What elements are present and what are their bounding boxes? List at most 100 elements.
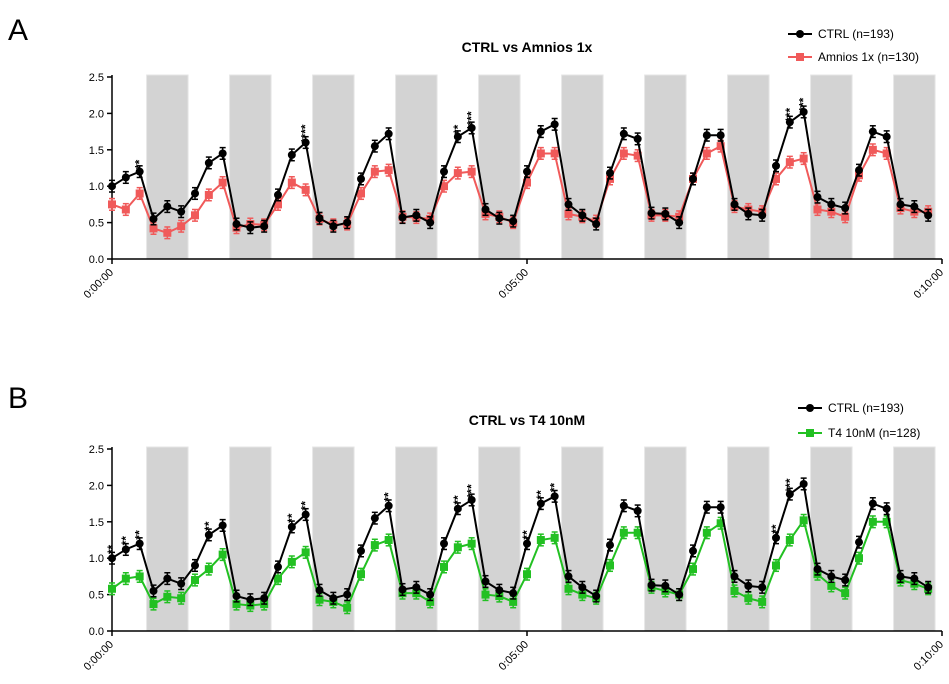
data-point xyxy=(882,132,891,141)
data-point xyxy=(204,565,213,574)
data-point xyxy=(329,222,338,231)
data-point xyxy=(689,565,697,574)
data-point xyxy=(619,501,628,510)
data-point xyxy=(675,218,684,227)
data-point xyxy=(606,561,614,570)
data-point xyxy=(315,595,324,604)
data-point xyxy=(135,167,144,176)
shaded-interval xyxy=(727,74,770,260)
data-point xyxy=(467,167,476,176)
data-point xyxy=(453,169,462,178)
y-tick-label: 0.0 xyxy=(89,626,104,638)
data-point xyxy=(855,166,863,175)
data-point xyxy=(287,522,296,531)
data-point xyxy=(716,503,725,512)
data-point xyxy=(370,514,379,523)
legend-marker-t4 xyxy=(806,429,814,437)
data-point xyxy=(758,583,767,592)
data-point xyxy=(702,528,711,537)
data-point xyxy=(868,127,877,136)
significance-marker: *** xyxy=(783,108,797,122)
data-point xyxy=(509,217,518,226)
data-point xyxy=(163,202,172,211)
data-point xyxy=(218,550,227,559)
significance-marker: ** xyxy=(769,524,783,534)
data-point xyxy=(799,479,808,488)
legend-a: CTRL (n=193) Amnios 1x (n=130) xyxy=(788,27,919,64)
data-point xyxy=(702,503,711,512)
data-point xyxy=(398,585,407,594)
data-point xyxy=(135,189,144,198)
data-point xyxy=(661,581,670,590)
y-tick-label: 2.0 xyxy=(89,108,104,120)
data-point xyxy=(204,190,213,199)
y-tick-label: 1.5 xyxy=(89,145,104,157)
significance-marker: ** xyxy=(119,536,133,546)
legend-marker-ctrl xyxy=(796,30,804,38)
x-tick-label: 0:05:00 xyxy=(497,639,531,673)
data-point xyxy=(274,200,282,209)
panel-b: B CTRL vs T4 10nM 0.0 0.5 1.0 1.5 2.0 2.5 0:00… xyxy=(8,382,946,673)
data-point xyxy=(370,167,379,176)
data-point xyxy=(813,205,822,214)
data-point xyxy=(357,189,365,198)
data-point xyxy=(274,562,282,571)
data-point xyxy=(357,570,365,579)
data-point xyxy=(785,118,794,127)
data-point xyxy=(426,597,435,606)
data-point xyxy=(274,574,282,583)
series-ctrl xyxy=(108,105,933,235)
data-point xyxy=(882,517,891,526)
y-tick-label: 2.5 xyxy=(89,444,104,456)
panel-letter-b: B xyxy=(8,382,28,415)
data-point xyxy=(882,504,891,513)
data-point xyxy=(730,586,739,595)
data-point xyxy=(481,205,490,214)
series-ctrl xyxy=(108,477,933,607)
data-point xyxy=(260,594,269,603)
significance-marker: ** xyxy=(299,501,313,511)
data-point xyxy=(108,200,116,209)
data-point xyxy=(315,214,324,223)
data-point xyxy=(274,190,282,199)
significance-marker: ** xyxy=(105,544,119,554)
data-point xyxy=(509,597,518,606)
legend-label-ctrl: CTRL (n=193) xyxy=(818,27,894,41)
data-point xyxy=(785,158,794,167)
significance-marker: ** xyxy=(382,492,396,502)
shaded-interval xyxy=(810,74,853,260)
shaded-interval xyxy=(644,446,687,632)
x-tick-label: 0:10:00 xyxy=(912,639,946,673)
data-point xyxy=(523,539,531,548)
data-point xyxy=(827,581,836,590)
legend-marker-amnios xyxy=(796,53,804,61)
data-point xyxy=(799,107,808,116)
data-point xyxy=(841,204,850,213)
data-point xyxy=(218,149,227,158)
data-point xyxy=(564,209,573,218)
shaded-interval xyxy=(478,74,521,260)
data-point xyxy=(329,594,338,603)
data-point xyxy=(453,504,462,513)
data-point xyxy=(287,178,296,187)
x-tick-label: 0:00:00 xyxy=(82,639,116,673)
data-point xyxy=(841,576,850,585)
data-point xyxy=(495,586,504,595)
plot-area: 0.0 0.5 1.0 1.5 2.0 2.5 0:00:00 0:05:00 0:10:00 *… xyxy=(82,444,946,673)
x-tick-label: 0:05:00 xyxy=(497,267,531,301)
significance-marker: **** xyxy=(465,111,479,130)
data-point xyxy=(592,592,601,601)
data-point xyxy=(536,127,545,136)
data-point xyxy=(730,572,739,581)
data-point xyxy=(661,209,670,218)
data-point xyxy=(896,200,905,209)
data-point xyxy=(910,574,919,583)
data-point xyxy=(868,145,877,154)
x-tick-label: 0:10:00 xyxy=(912,267,946,301)
legend-label-ctrl: CTRL (n=193) xyxy=(828,401,904,415)
data-point xyxy=(772,174,780,183)
data-point xyxy=(523,167,531,176)
significance-marker: **** xyxy=(299,124,313,143)
data-point xyxy=(758,211,767,220)
